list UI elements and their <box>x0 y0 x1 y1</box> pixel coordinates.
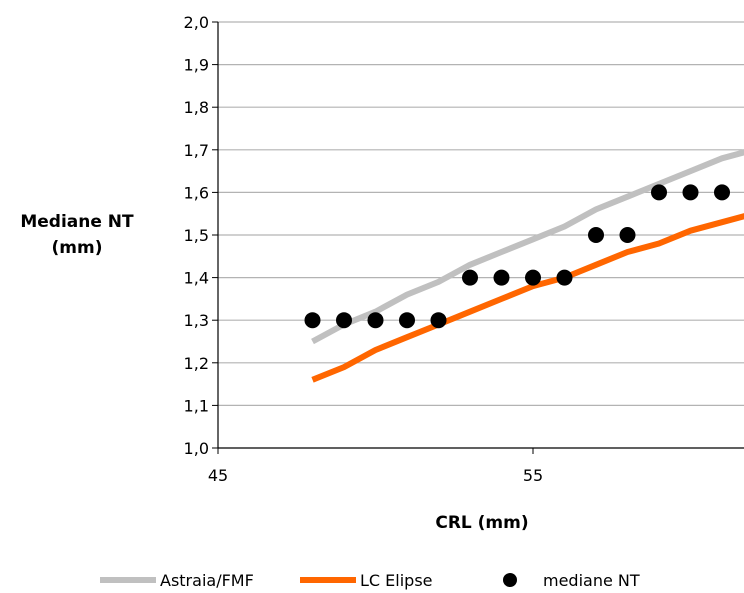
y-tick-label: 1,7 <box>184 141 209 160</box>
y-tick-label: 1,4 <box>184 269 209 288</box>
series-line-astraia-fmf <box>311 149 744 345</box>
data-point-mediane-nt <box>556 269 573 286</box>
data-point-mediane-nt <box>525 269 541 286</box>
y-tick-labels: 1,0 1,1 1,2 1,3 1,4 1,5 1,6 1,7 1,8 1,9 2,0 <box>184 13 209 458</box>
plot-series <box>304 149 744 383</box>
data-point-mediane-nt <box>588 227 604 243</box>
y-tick-label: 1,1 <box>184 396 209 415</box>
y-axis-title-line-1: Mediane NT <box>20 212 134 232</box>
data-point-mediane-nt <box>430 312 447 329</box>
gridlines <box>218 21 744 406</box>
data-point-mediane-nt <box>714 184 730 201</box>
x-tick-label: 55 <box>523 466 543 485</box>
data-point-mediane-nt <box>367 312 384 329</box>
y-tick-label: 2,0 <box>184 13 209 32</box>
legend-label-mediane-nt: mediane NT <box>543 571 640 590</box>
y-tick-label: 1,2 <box>184 354 209 373</box>
data-point-mediane-nt <box>336 312 352 329</box>
y-tick-label: 1,3 <box>184 311 209 330</box>
data-point-mediane-nt <box>399 312 415 329</box>
y-tick-label: 1,6 <box>184 183 209 202</box>
data-point-mediane-nt <box>651 184 667 201</box>
x-axis-title: CRL (mm) <box>435 513 528 533</box>
data-point-mediane-nt <box>682 184 699 201</box>
data-point-mediane-nt <box>493 269 510 286</box>
y-tick-label: 1,9 <box>184 56 209 75</box>
axes <box>212 21 744 454</box>
legend-label-astraia-fmf: Astraia/FMF <box>160 571 254 590</box>
y-tick-label: 1,0 <box>184 439 209 458</box>
legend-swatch-mediane-nt <box>503 573 517 587</box>
series-line-lc-elipse <box>311 213 744 383</box>
y-tick-label: 1,8 <box>184 98 209 117</box>
x-tick-label: 45 <box>208 466 228 485</box>
x-tick-labels: 45556575 <box>208 466 543 485</box>
y-tick-label: 1,5 <box>184 226 209 245</box>
data-point-mediane-nt <box>619 227 636 243</box>
data-point-mediane-nt <box>304 312 321 329</box>
legend-label-lc-elipse: LC Elipse <box>360 571 433 590</box>
legend: Astraia/FMF LC Elipse mediane NT <box>100 571 640 590</box>
y-axis-title-line-2: (mm) <box>52 238 103 258</box>
data-point-mediane-nt <box>462 269 478 286</box>
